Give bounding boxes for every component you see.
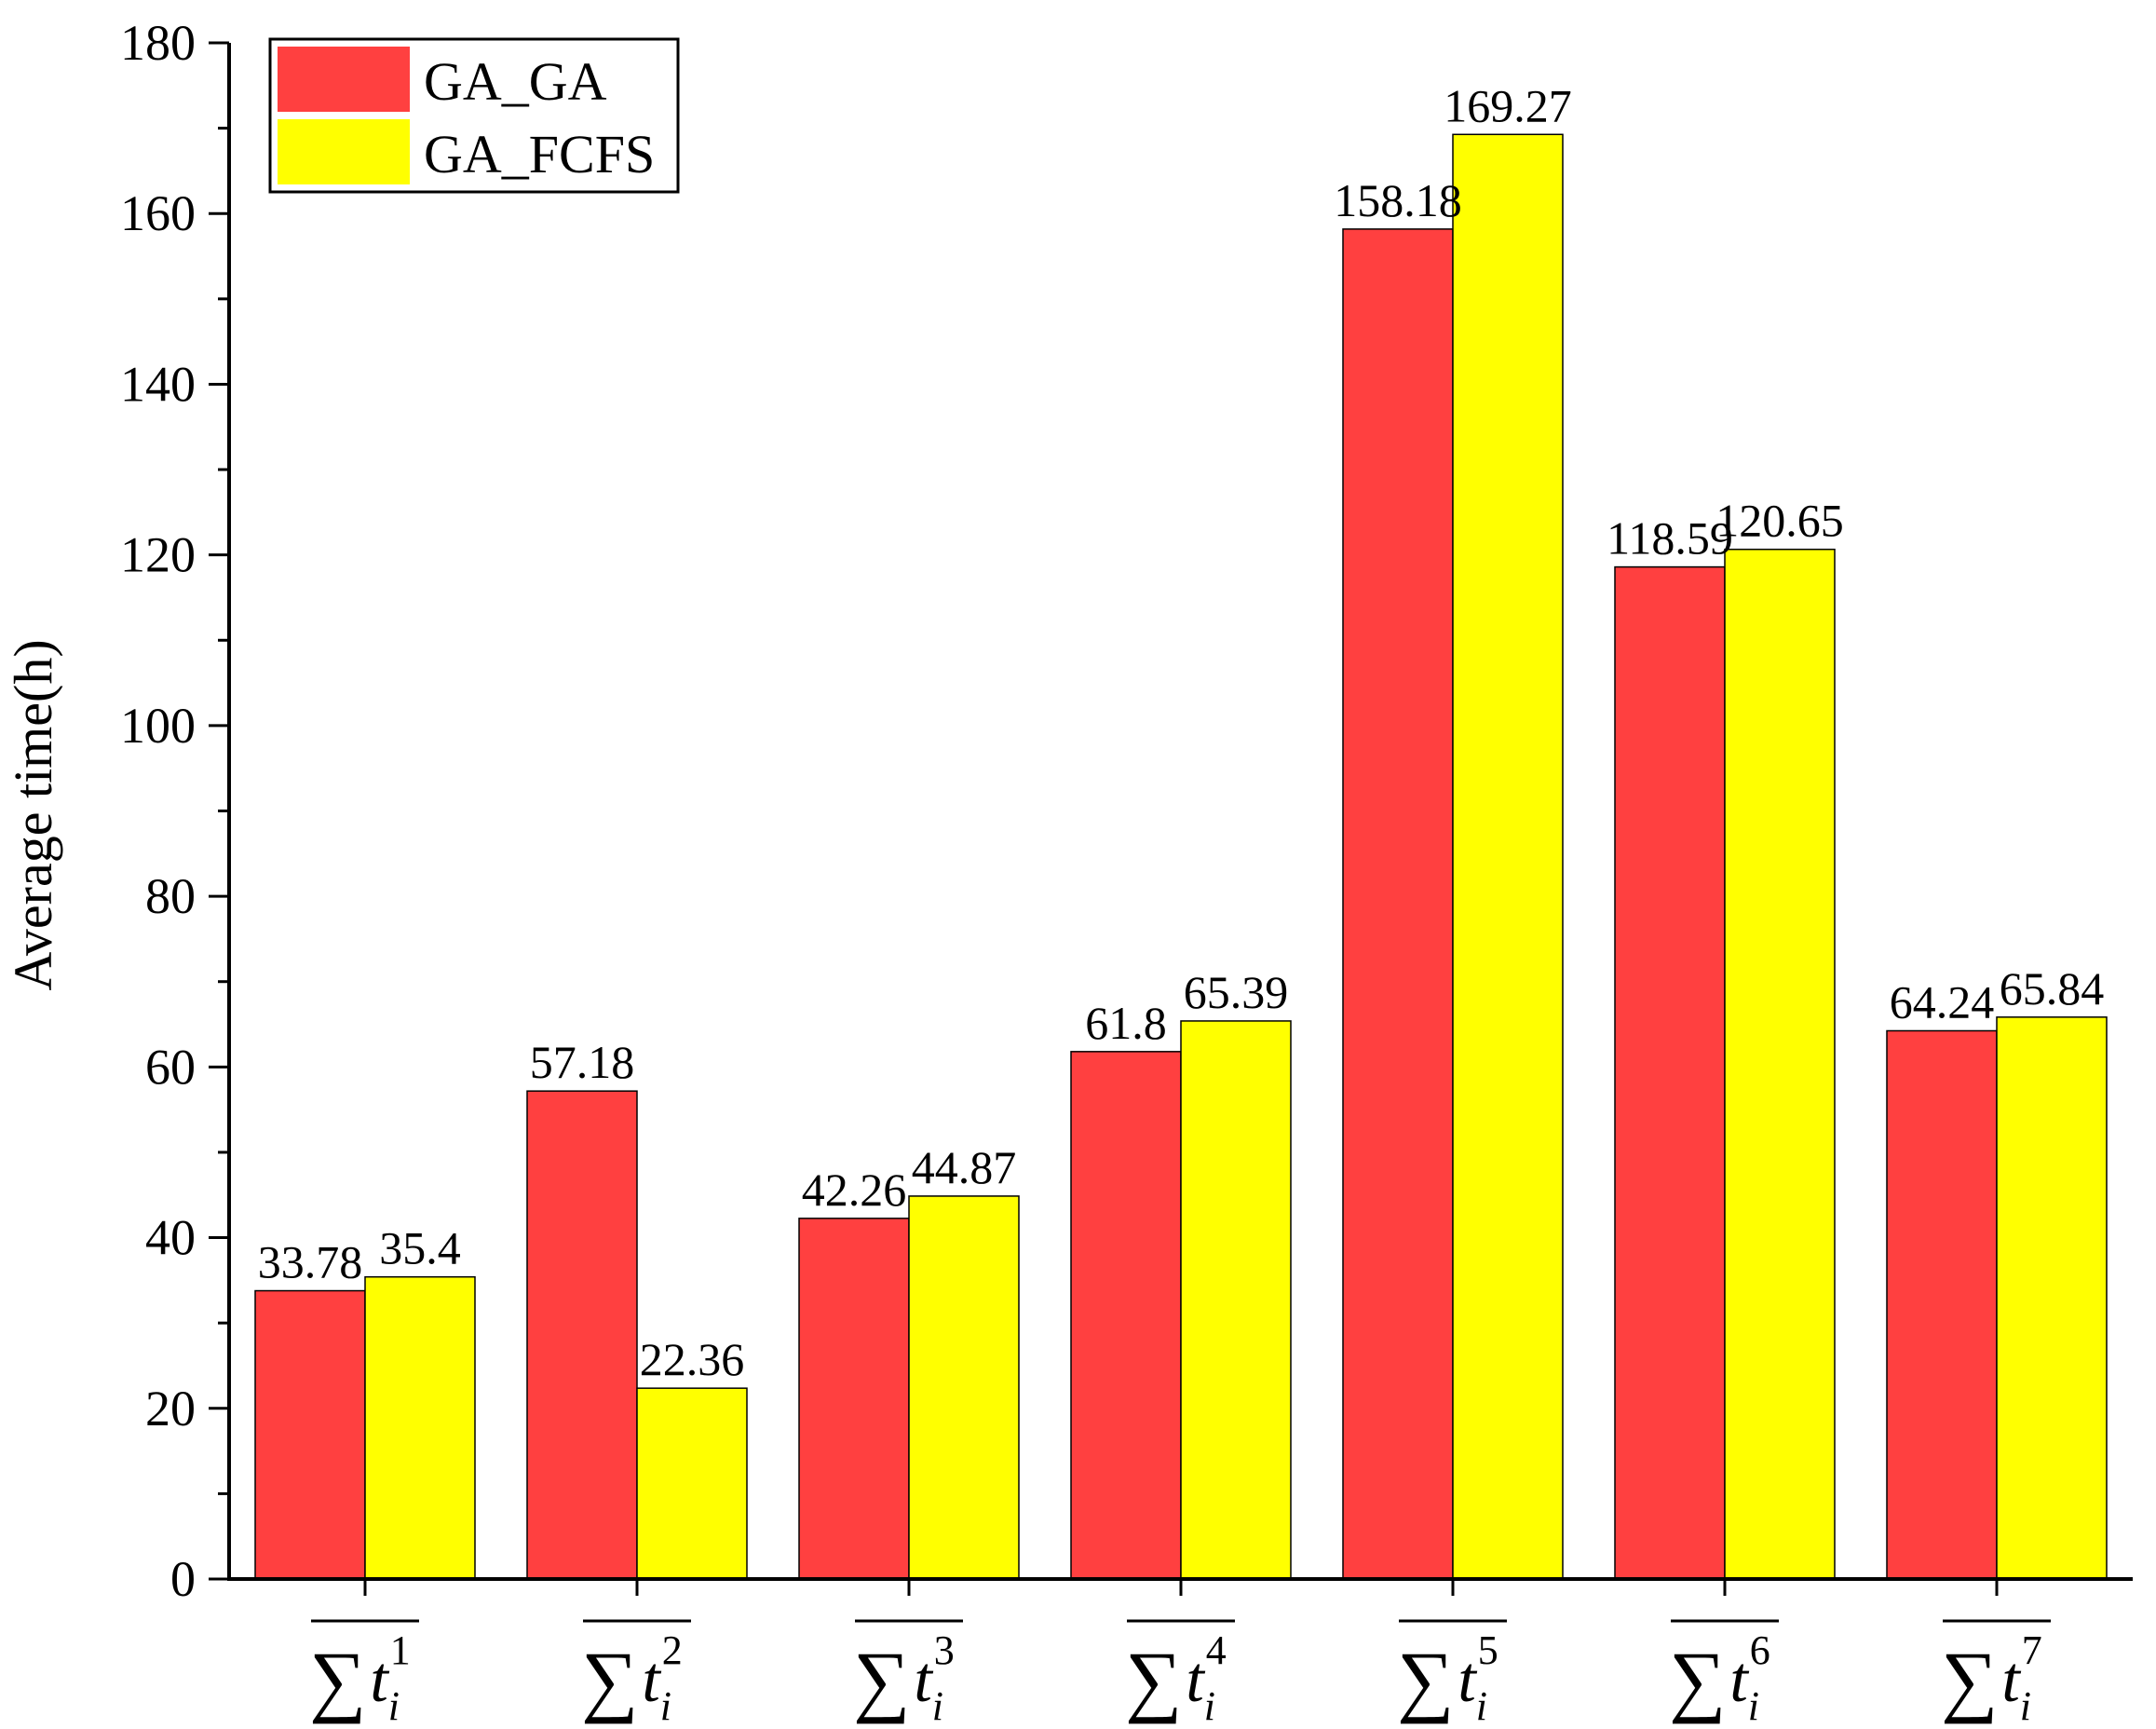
y-tick-label: 0 xyxy=(170,1551,196,1607)
data-label-ga-ga-1: 33.78 xyxy=(258,1236,363,1288)
x-tick-label-text: ∑t2 i xyxy=(581,1627,683,1729)
data-label-ga-fcfs-3: 44.87 xyxy=(912,1141,1017,1193)
bar-ga-fcfs-6 xyxy=(1724,548,1836,1580)
data-label-ga-fcfs-1: 35.4 xyxy=(379,1222,461,1274)
y-tick-label: 40 xyxy=(145,1210,196,1266)
category-labels-layer: ∑t1 i ∑t2 i ∑t3 i ∑t4 i ∑t5 i ∑t6 i ∑t7 i xyxy=(309,1619,2051,1729)
y-axis-title: Average time(h) xyxy=(3,639,63,990)
bar-ga-fcfs-1 xyxy=(364,1275,476,1580)
y-tick-label: 160 xyxy=(120,185,196,241)
bar-ga-ga-1 xyxy=(254,1289,366,1580)
y-tick-label: 100 xyxy=(120,698,196,754)
data-label-ga-fcfs-7: 65.84 xyxy=(2000,962,2105,1014)
data-label-ga-fcfs-5: 169.27 xyxy=(1444,79,1572,131)
x-tick-label-4: ∑t4 i xyxy=(1125,1619,1235,1729)
data-label-ga-ga-7: 64.24 xyxy=(1890,975,1995,1028)
bar-ga-fcfs-5 xyxy=(1452,133,1564,1580)
bars-layer xyxy=(254,133,2108,1580)
x-tick-label-text: ∑t6 i xyxy=(1669,1627,1770,1729)
bar-ga-ga-6 xyxy=(1614,565,1726,1580)
x-tick-label-text: ∑t3 i xyxy=(853,1627,955,1729)
x-tick-label-5: ∑t5 i xyxy=(1397,1619,1507,1729)
y-tick-label: 80 xyxy=(145,868,196,924)
x-tick-label-1: ∑t1 i xyxy=(309,1619,419,1729)
bar-ga-fcfs-2 xyxy=(636,1387,748,1580)
x-tick-label-text: ∑t7 i xyxy=(1941,1627,2042,1729)
data-label-ga-ga-6: 118.59 xyxy=(1607,512,1733,565)
axes-layer: 0 20 40 60 80 100 120 140 160 180 xyxy=(120,15,2133,1607)
legend-label-ga-fcfs: GA_FCFS xyxy=(424,124,655,184)
data-label-ga-fcfs-4: 65.39 xyxy=(1184,966,1289,1018)
data-label-ga-fcfs-6: 120.65 xyxy=(1715,495,1844,547)
bar-ga-fcfs-7 xyxy=(1996,1016,2108,1580)
x-tick-label-6: ∑t6 i xyxy=(1669,1619,1779,1729)
legend: GA_GA GA_FCFS xyxy=(268,37,680,194)
x-tick-label-text: ∑t5 i xyxy=(1397,1627,1498,1729)
legend-swatch-ga-fcfs xyxy=(278,119,410,184)
legend-label-ga-ga: GA_GA xyxy=(424,51,607,112)
bar-ga-ga-7 xyxy=(1886,1029,1998,1580)
bar-ga-fcfs-4 xyxy=(1180,1020,1292,1580)
y-tick-label: 120 xyxy=(120,527,196,583)
x-tick-label-7: ∑t7 i xyxy=(1941,1619,2051,1729)
y-tick-label: 60 xyxy=(145,1039,196,1095)
x-tick-label-3: ∑t3 i xyxy=(853,1619,963,1729)
legend-swatch-ga-ga xyxy=(278,47,410,112)
x-tick-label-text: ∑t4 i xyxy=(1125,1627,1227,1729)
data-label-ga-ga-3: 42.26 xyxy=(802,1164,907,1216)
bar-ga-ga-2 xyxy=(526,1090,638,1580)
data-label-ga-ga-2: 57.18 xyxy=(530,1036,635,1088)
bar-ga-fcfs-3 xyxy=(908,1195,1020,1580)
y-tick-label: 180 xyxy=(120,15,196,71)
bar-ga-ga-4 xyxy=(1070,1051,1182,1580)
bar-ga-ga-5 xyxy=(1342,228,1454,1580)
data-label-ga-ga-4: 61.8 xyxy=(1085,997,1167,1049)
x-tick-label-2: ∑t2 i xyxy=(581,1619,691,1729)
y-tick-label: 20 xyxy=(145,1381,196,1436)
data-label-ga-ga-5: 158.18 xyxy=(1334,174,1462,226)
data-labels-layer: 33.78 35.4 57.18 22.36 42.26 44.87 61.8 65.39 15… xyxy=(258,79,2105,1385)
data-label-ga-fcfs-2: 22.36 xyxy=(640,1333,745,1385)
bar-ga-ga-3 xyxy=(798,1218,910,1580)
y-tick-label: 140 xyxy=(120,356,196,412)
x-tick-label-text: ∑t1 i xyxy=(309,1627,411,1729)
